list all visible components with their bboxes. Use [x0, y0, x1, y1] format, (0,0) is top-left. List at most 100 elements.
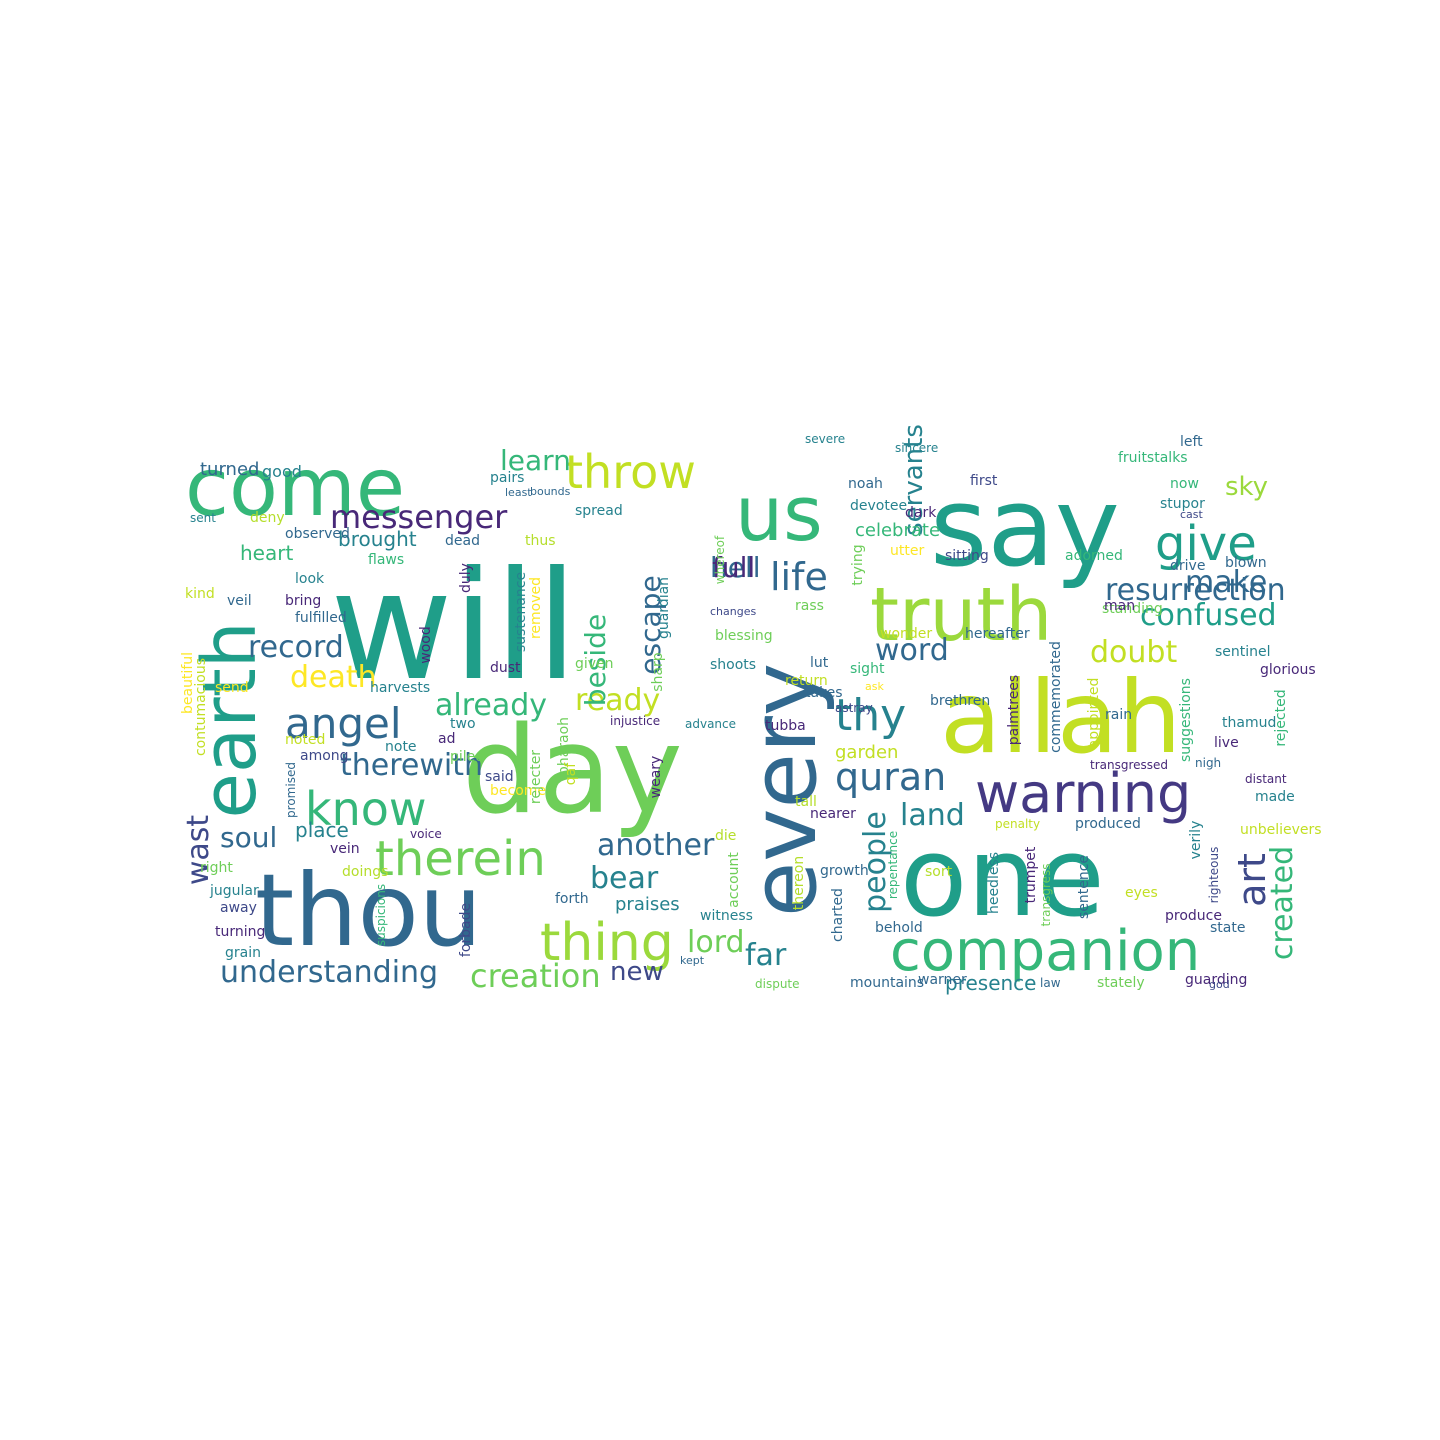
rotated-word-pharaoh: pharaoh	[556, 717, 572, 775]
word-astray: astray	[835, 701, 873, 715]
word-doubt: doubt	[1090, 635, 1177, 670]
word-unbelievers: unbelievers	[1240, 822, 1322, 838]
word-said: said	[485, 769, 514, 785]
word-bounds: bounds	[530, 485, 571, 498]
word-flaws: flaws	[368, 552, 404, 568]
word-art: art	[1230, 853, 1274, 907]
word-kind: kind	[185, 586, 215, 602]
word-blessing: blessing	[715, 628, 773, 644]
word-already: already	[435, 688, 547, 723]
word-grain: grain	[225, 945, 261, 961]
word-now: now	[1170, 476, 1199, 492]
word-earth: earth	[187, 621, 273, 818]
word-voice: voice	[410, 827, 442, 841]
word-mountains: mountains	[850, 975, 924, 991]
word-brethren: brethren	[930, 693, 990, 709]
word-produce: produce	[1165, 908, 1222, 924]
word-penalty: penalty	[995, 817, 1040, 831]
word-us: us	[735, 469, 823, 558]
word-soul: soul	[220, 821, 277, 854]
word-confused: confused	[1140, 598, 1277, 633]
word-celebrate: celebrate	[855, 520, 940, 541]
word-lut: lut	[810, 655, 829, 671]
word-therewith: therewith	[340, 748, 483, 783]
word-bring: bring	[285, 593, 321, 609]
word-god: god	[1209, 978, 1230, 991]
word-spread: spread	[575, 503, 623, 519]
word-brought: brought	[338, 527, 417, 551]
word-severe: severe	[805, 432, 845, 446]
rotated-word-duly: duly	[458, 563, 474, 593]
rotated-word-sentence: sentence	[1076, 855, 1092, 919]
rotated-word-suggestions: suggestions	[1178, 678, 1194, 762]
rotated-word-sharp: sharp	[650, 652, 666, 692]
word-fruitstalks: fruitstalks	[1118, 450, 1188, 466]
word-injustice: injustice	[610, 714, 660, 728]
word-lord: lord	[687, 925, 745, 960]
word-vein: vein	[330, 841, 360, 857]
word-doings: doings	[342, 864, 388, 880]
rotated-word-wood: wood	[418, 626, 434, 663]
rotated-word-sustenance: sustenance	[513, 572, 529, 652]
word-produced: produced	[1075, 816, 1141, 832]
word-stately: stately	[1097, 975, 1145, 991]
word-say: say	[930, 463, 1120, 591]
word-thamud: thamud	[1222, 715, 1276, 731]
word-cast: cast	[1180, 508, 1204, 521]
rotated-word-suspicions: suspicions	[374, 884, 388, 946]
rotated-word-palmtrees: palmtrees	[1006, 675, 1022, 745]
rotated-word-contumacious: contumacious	[193, 658, 209, 756]
word-turning: turning	[215, 924, 265, 940]
word-word: word	[875, 633, 949, 668]
rotated-word-removed: removed	[528, 577, 544, 639]
word-devotee: devotee	[850, 498, 907, 514]
rotated-word-transgress: transgress	[1039, 863, 1053, 926]
word-live: live	[1214, 735, 1239, 751]
word-creation: creation	[470, 957, 601, 995]
word-stupor: stupor	[1160, 496, 1205, 512]
rotated-word-rejecter: rejecter	[528, 750, 544, 804]
rotated-word-righteous: righteous	[1207, 847, 1221, 904]
word-throw: throw	[565, 445, 696, 499]
word-companion: companion	[890, 919, 1200, 984]
word-warner: warner	[918, 972, 967, 988]
word-become: become	[490, 783, 546, 799]
word-full: full	[712, 551, 755, 584]
word-dead: dead	[445, 533, 480, 549]
rotated-word-trumpet: trumpet	[1023, 846, 1039, 903]
word-pairs: pairs	[490, 470, 524, 486]
word-hell: hell	[710, 551, 761, 584]
word-shoots: shoots	[710, 657, 756, 673]
word-day: day	[462, 702, 683, 841]
word-adorned: adorned	[1065, 548, 1123, 564]
rotated-word-weary: weary	[648, 756, 664, 799]
word-know: know	[305, 782, 427, 836]
word-look: look	[295, 571, 325, 587]
word-left: left	[1180, 434, 1203, 450]
word-people: people	[858, 811, 893, 913]
word-warning: warning	[975, 762, 1191, 825]
rotated-word-commemorated: commemorated	[1048, 641, 1064, 753]
word-least: least	[505, 486, 532, 499]
word-servants: servants	[899, 424, 929, 536]
word-noah: noah	[848, 476, 883, 492]
word-come: come	[185, 441, 405, 534]
rotated-word-promised: promised	[284, 762, 298, 818]
word-standing: standing	[1102, 601, 1163, 617]
word-messenger: messenger	[330, 498, 508, 536]
word-sitting: sitting	[945, 548, 989, 564]
word-guarding: guarding	[1185, 972, 1247, 988]
word-one: one	[900, 813, 1105, 941]
word-observed: observed	[285, 526, 350, 542]
word-allah: allah	[940, 659, 1182, 776]
word-two: two	[450, 716, 476, 732]
word-right: right	[200, 860, 233, 876]
word-ready: ready	[575, 683, 660, 718]
word-veil: veil	[227, 593, 252, 609]
word-deny: deny	[250, 510, 285, 526]
word-another: another	[597, 828, 715, 863]
word-given: given	[575, 656, 614, 672]
word-heart: heart	[240, 541, 293, 565]
word-good: good	[262, 462, 302, 481]
rotated-word-appointed: appointed	[1086, 678, 1102, 749]
